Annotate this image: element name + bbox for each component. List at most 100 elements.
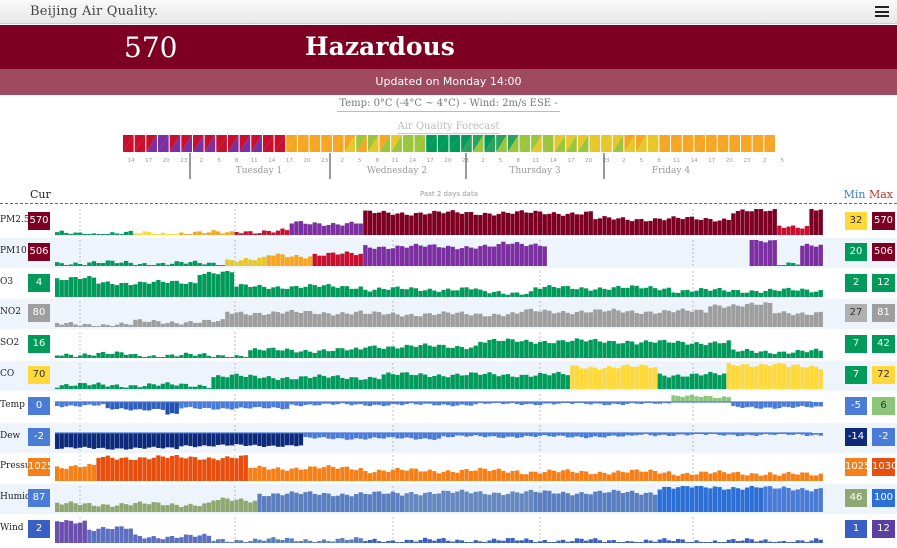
history-bar	[354, 254, 359, 266]
history-bar	[726, 291, 731, 297]
history-bar	[740, 306, 745, 328]
history-bar	[229, 357, 235, 359]
history-bar	[128, 505, 133, 513]
history-bar	[436, 246, 442, 266]
history-bar	[64, 520, 69, 543]
history-bar	[234, 499, 239, 513]
history-bar	[197, 384, 202, 389]
history-bar	[248, 231, 253, 235]
history-bar	[607, 311, 612, 328]
history-bar	[404, 288, 409, 297]
history-bar	[59, 504, 64, 513]
history-bar	[275, 312, 281, 328]
history-bar	[662, 538, 667, 543]
history-bar	[91, 277, 97, 297]
history-bar	[188, 534, 193, 543]
history-bar	[418, 401, 423, 405]
history-bar	[657, 218, 662, 235]
history-bar	[662, 487, 667, 513]
history-bar	[763, 290, 768, 297]
history-bar	[731, 472, 736, 482]
history-bar	[630, 470, 635, 482]
history-bar	[193, 282, 198, 297]
history-bar	[519, 341, 524, 359]
history-bar	[519, 374, 524, 389]
history-bar	[694, 342, 699, 359]
hamburger-menu-icon[interactable]	[875, 6, 889, 17]
history-bar	[266, 230, 271, 235]
history-bar	[252, 286, 258, 297]
history-bar	[170, 234, 175, 235]
history-bar	[579, 538, 584, 543]
history-bar	[87, 262, 92, 266]
history-bar	[459, 213, 465, 235]
history-bar	[653, 432, 658, 436]
history-bar	[377, 401, 382, 405]
history-bar	[602, 541, 607, 543]
history-bar	[781, 473, 787, 482]
history-bar	[160, 262, 166, 266]
history-bar	[119, 322, 124, 328]
history-bar	[786, 432, 791, 435]
history-bar	[745, 401, 750, 407]
history-bar	[234, 286, 239, 297]
history-bar	[266, 288, 271, 297]
history-bar	[326, 541, 331, 543]
history-bar	[427, 539, 432, 543]
history-bar	[243, 377, 248, 389]
history-bar	[128, 401, 133, 411]
history-bar	[367, 473, 373, 482]
history-bar	[754, 305, 759, 328]
history-bar	[216, 401, 221, 410]
history-bar	[777, 541, 782, 543]
history-bar	[147, 401, 152, 411]
history-bar	[450, 541, 455, 543]
history-bar	[91, 355, 97, 359]
history-bar	[73, 324, 78, 328]
history-bar	[59, 401, 64, 407]
history-bar	[280, 469, 285, 482]
forecast-segment	[566, 135, 577, 152]
history-bar	[183, 352, 189, 359]
history-bar	[551, 343, 557, 359]
history-bar	[676, 432, 681, 435]
history-bar	[55, 261, 60, 266]
history-bar	[344, 313, 350, 328]
history-bar	[413, 347, 419, 359]
history-bar	[193, 231, 198, 235]
history-bar	[671, 342, 676, 359]
history-bar	[165, 382, 170, 389]
history-bar	[616, 401, 621, 404]
history-bar	[294, 379, 299, 389]
history-bar	[326, 401, 331, 404]
history-bar	[124, 457, 129, 482]
forecast-segment	[297, 135, 309, 152]
history-bar	[344, 251, 350, 266]
forecast-segment	[682, 135, 694, 152]
history-bar	[142, 231, 147, 235]
history-bar	[501, 471, 506, 482]
history-bar	[588, 494, 593, 513]
history-bar	[358, 468, 363, 482]
history-bar	[363, 432, 368, 440]
history-bar	[653, 401, 658, 404]
history-bar	[225, 259, 230, 266]
history-bar	[574, 493, 580, 513]
history-bar	[202, 533, 207, 543]
history-bar	[538, 432, 543, 436]
history-bar	[611, 309, 616, 328]
history-bar	[611, 219, 616, 235]
history-bar	[611, 286, 616, 297]
history-bar	[441, 538, 446, 543]
history-bar	[551, 493, 557, 513]
history-bar	[492, 246, 497, 266]
history-bar	[777, 264, 782, 266]
history-bar	[616, 470, 621, 482]
history-bar	[188, 354, 193, 359]
history-bar	[533, 401, 538, 405]
history-bar	[55, 466, 60, 482]
history-bar	[289, 310, 294, 328]
history-bar	[786, 367, 791, 389]
history-bar	[666, 287, 672, 297]
history-bar	[73, 357, 78, 359]
